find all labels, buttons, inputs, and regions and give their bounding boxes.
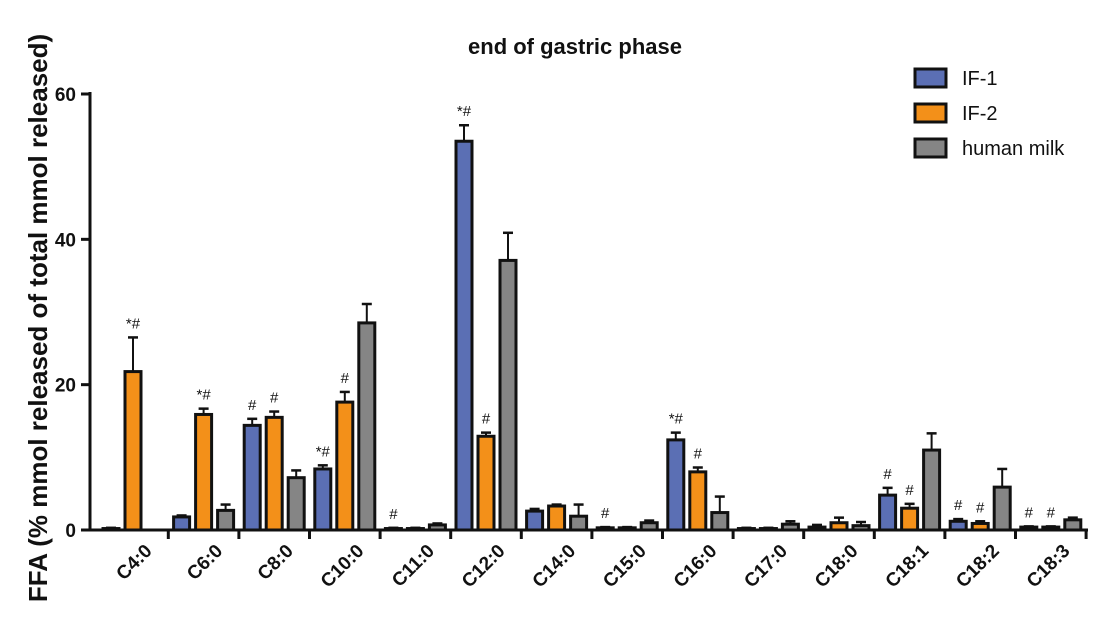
x-tick-label: C10:0 (317, 541, 368, 592)
significance-label: # (694, 446, 703, 463)
legend-swatch (913, 67, 948, 89)
bar (992, 485, 1012, 532)
bar (357, 321, 377, 532)
bar (454, 139, 474, 532)
bar (242, 423, 262, 532)
x-tick-label: C18:0 (811, 541, 862, 592)
bar (807, 525, 827, 532)
legend-swatch (913, 102, 948, 124)
significance-label: # (389, 506, 398, 523)
significance-label: # (905, 482, 914, 499)
legend: IF-1 IF-2 human milk (913, 67, 1065, 160)
bar (878, 493, 898, 532)
significance-label: # (601, 505, 610, 522)
significance-label: # (954, 497, 963, 514)
bar (569, 514, 589, 532)
bar (383, 527, 403, 532)
bar (498, 258, 518, 532)
bars-group: # *# # *# # *# # # # *# *# # # # # # # # (101, 103, 1083, 532)
significance-label: # (883, 466, 892, 483)
y-tick-label: 20 (55, 376, 76, 397)
bar (780, 522, 800, 532)
bar (617, 526, 637, 532)
bar (666, 438, 686, 532)
x-tick-label: C16:0 (670, 541, 721, 592)
bar (829, 521, 849, 532)
significance-label: # (1025, 504, 1034, 521)
x-tick-label: C15:0 (599, 541, 650, 592)
bar (335, 400, 355, 532)
legend-swatch (913, 137, 948, 159)
significance-label: # (976, 499, 985, 516)
bar (286, 476, 306, 532)
bar (547, 504, 567, 532)
bar (970, 521, 990, 532)
x-tick-label: C18:1 (882, 540, 934, 592)
legend-label: IF-2 (962, 103, 998, 125)
significance-label: # (248, 397, 257, 414)
x-tick-label: C8:0 (254, 541, 298, 585)
y-axis-label: FFA (% mmol released of total mmol relea… (23, 34, 53, 602)
bar (264, 415, 284, 532)
significance-label: # (1047, 504, 1056, 521)
bar (900, 506, 920, 532)
chart-title: end of gastric phase (468, 34, 682, 59)
bar (595, 526, 615, 532)
significance-label: *# (669, 411, 684, 428)
bar (427, 523, 447, 532)
bar (948, 519, 968, 532)
bar (851, 524, 871, 532)
significance-label: # (341, 370, 350, 387)
significance-label: # (482, 411, 491, 428)
significance-label: *# (457, 103, 472, 120)
bar (922, 448, 942, 532)
bar (194, 412, 214, 532)
bar (313, 467, 333, 532)
x-tick-label: C18:3 (1023, 541, 1074, 592)
significance-label: *# (197, 387, 212, 404)
bar (216, 508, 236, 532)
bar (476, 434, 496, 532)
x-tick-label: C17:0 (740, 541, 791, 592)
bar (639, 521, 659, 532)
bar (1019, 525, 1039, 532)
x-tick-label: C12:0 (458, 541, 509, 592)
bar (101, 527, 121, 532)
bar (710, 511, 730, 532)
significance-label: *# (316, 443, 331, 460)
x-tick-label: C18:2 (952, 541, 1003, 592)
legend-label: IF-1 (962, 68, 998, 90)
significance-label: # (270, 390, 279, 407)
y-tick-label: 0 (65, 521, 76, 542)
x-tick-label: C11:0 (388, 541, 439, 592)
legend-label: human milk (962, 138, 1065, 160)
bar (172, 515, 192, 532)
y-tick-label: 60 (55, 85, 76, 106)
x-tick-label: C14:0 (529, 541, 580, 592)
bar (758, 527, 778, 532)
bar (123, 370, 143, 532)
y-tick-label: 40 (55, 230, 76, 251)
bar (1063, 518, 1083, 532)
bar (736, 527, 756, 532)
significance-label: *# (126, 315, 141, 332)
bar (405, 527, 425, 532)
bar (1041, 525, 1061, 532)
x-tick-label: C4:0 (113, 541, 157, 585)
bar (688, 470, 708, 532)
bar (525, 509, 545, 532)
x-tick-label: C6:0 (183, 541, 227, 585)
